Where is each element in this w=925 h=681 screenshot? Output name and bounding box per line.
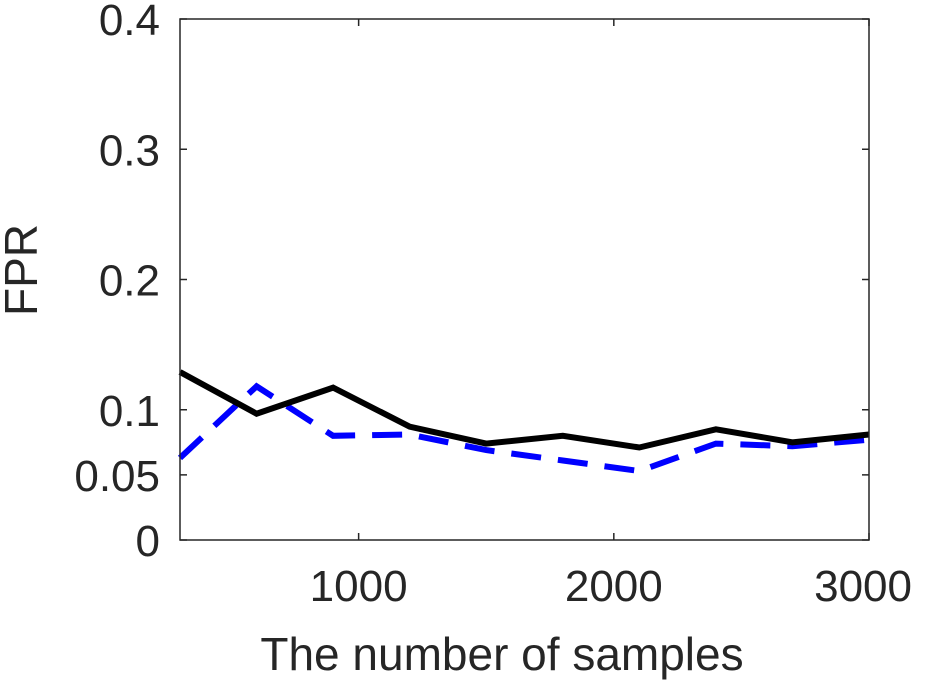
y-tick-label: 0.2 [99,257,160,306]
x-axis-label: The number of samples [260,628,743,680]
y-tick-label: 0 [136,517,160,566]
x-tick-label: 3000 [814,562,912,611]
x-tick-label: 2000 [565,562,663,611]
series-layer [177,369,870,475]
series-line-1-solid [178,369,870,451]
ticks-layer: 0 0.05 0.1 0.2 0.3 0.4 1000 2000 3000 [74,0,912,611]
x-tick-label: 1000 [310,562,408,611]
y-tick-label: 0.05 [74,452,160,501]
y-tick-label: 0.1 [99,387,160,436]
y-tick-label: 0.4 [99,0,160,45]
series-line-2-dashed [177,382,870,475]
y-axis-label: FPR [0,224,47,316]
y-tick-label: 0.3 [99,126,160,175]
